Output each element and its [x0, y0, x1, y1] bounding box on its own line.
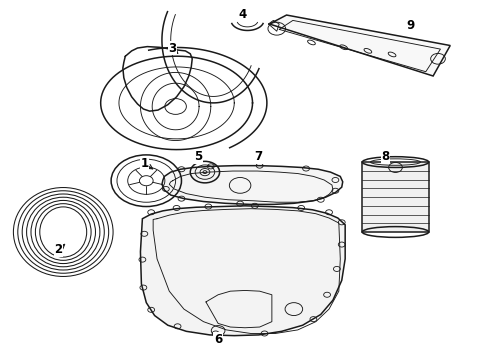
Bar [362, 162, 429, 232]
Text: 1: 1 [141, 157, 149, 170]
Text: 8: 8 [382, 150, 390, 163]
Text: 3: 3 [169, 41, 177, 54]
Text: 6: 6 [214, 333, 222, 346]
Text: 5: 5 [195, 150, 203, 163]
Text: 9: 9 [406, 19, 414, 32]
Text: 7: 7 [255, 150, 263, 163]
Text: 4: 4 [239, 8, 246, 21]
Polygon shape [141, 206, 345, 336]
Text: 2: 2 [54, 243, 62, 256]
Polygon shape [162, 166, 343, 204]
Polygon shape [270, 15, 450, 76]
